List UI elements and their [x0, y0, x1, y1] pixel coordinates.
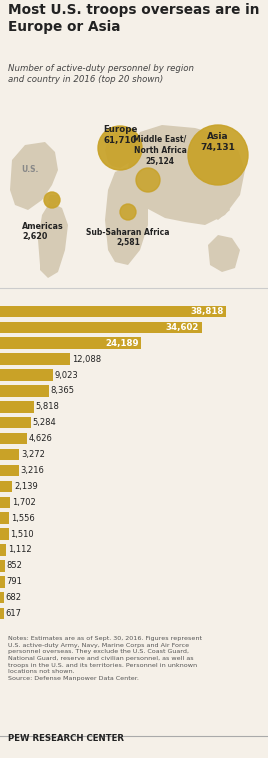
Text: 3,216: 3,216 — [20, 466, 44, 475]
Text: 617: 617 — [5, 609, 21, 618]
Polygon shape — [208, 235, 240, 272]
Bar — [0, 417, 31, 428]
Text: Europe
61,710: Europe 61,710 — [103, 125, 137, 145]
Text: U.S.: U.S. — [21, 165, 39, 174]
Text: 1,702: 1,702 — [12, 498, 35, 507]
Bar — [0, 305, 226, 317]
Bar — [0, 321, 202, 333]
Bar — [0, 528, 9, 540]
Text: Notes: Estimates are as of Sept. 30, 2016. Figures represent
U.S. active-duty Ar: Notes: Estimates are as of Sept. 30, 201… — [8, 636, 202, 681]
Circle shape — [120, 204, 136, 220]
Bar — [0, 496, 10, 508]
Text: Middle East/
North Africa
25,124: Middle East/ North Africa 25,124 — [133, 135, 187, 166]
Text: 8,365: 8,365 — [50, 387, 75, 396]
Circle shape — [98, 126, 142, 170]
Text: Americas
2,620: Americas 2,620 — [22, 222, 64, 241]
Text: 34,602: 34,602 — [166, 323, 199, 332]
Text: 852: 852 — [7, 562, 23, 570]
Text: 2,139: 2,139 — [14, 482, 38, 491]
Bar — [0, 449, 19, 460]
Text: 3,272: 3,272 — [21, 450, 45, 459]
Polygon shape — [10, 142, 58, 210]
Text: 24,189: 24,189 — [105, 339, 139, 348]
Bar — [0, 560, 5, 572]
Text: PEW RESEARCH CENTER: PEW RESEARCH CENTER — [8, 735, 124, 744]
Bar — [0, 592, 4, 603]
Bar — [0, 385, 49, 396]
Text: 9,023: 9,023 — [54, 371, 78, 380]
Circle shape — [188, 125, 248, 185]
Polygon shape — [38, 202, 68, 278]
Text: Most U.S. troops overseas are in
Europe or Asia: Most U.S. troops overseas are in Europe … — [8, 3, 259, 34]
Polygon shape — [105, 168, 148, 265]
Text: Asia
74,131: Asia 74,131 — [200, 132, 235, 152]
Bar — [0, 465, 19, 476]
Text: 5,284: 5,284 — [32, 418, 56, 428]
Bar — [0, 576, 5, 587]
Text: Sub-Saharan Africa
2,581: Sub-Saharan Africa 2,581 — [86, 228, 170, 247]
Bar — [0, 544, 6, 556]
Bar — [0, 433, 27, 444]
Polygon shape — [210, 200, 230, 220]
Bar — [0, 369, 53, 381]
Text: 12,088: 12,088 — [72, 355, 101, 364]
Circle shape — [44, 192, 60, 208]
Circle shape — [136, 168, 160, 192]
Text: 1,112: 1,112 — [8, 546, 32, 554]
Text: 38,818: 38,818 — [191, 307, 224, 316]
Text: 5,818: 5,818 — [36, 402, 59, 412]
Text: 4,626: 4,626 — [29, 434, 53, 443]
Polygon shape — [48, 195, 60, 205]
Polygon shape — [105, 132, 135, 168]
Text: 791: 791 — [6, 578, 22, 586]
Bar — [0, 401, 34, 412]
Bar — [0, 353, 70, 365]
Text: Number of active-duty personnel by region
and country in 2016 (top 20 shown): Number of active-duty personnel by regio… — [8, 64, 194, 84]
Text: 1,556: 1,556 — [11, 514, 35, 523]
Bar — [0, 481, 13, 492]
Text: 682: 682 — [6, 594, 22, 602]
Text: 1,510: 1,510 — [10, 530, 34, 539]
Bar — [0, 608, 3, 619]
Polygon shape — [128, 125, 245, 225]
Bar — [0, 337, 141, 349]
Bar — [0, 512, 9, 524]
